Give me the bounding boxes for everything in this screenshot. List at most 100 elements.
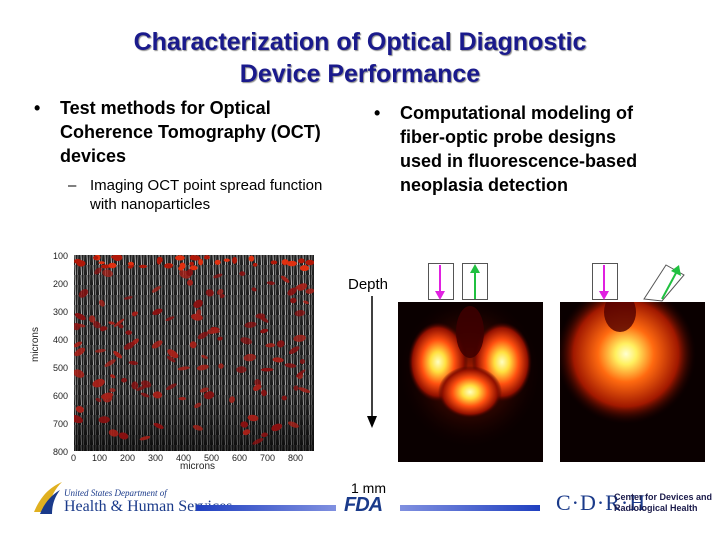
left-bullet-line-1: Test methods for Optical <box>60 98 271 118</box>
speckle-blob <box>280 275 290 283</box>
speckle-blob <box>179 262 186 270</box>
x-tick: 700 <box>260 453 276 463</box>
speckle-blob <box>203 391 215 400</box>
speckle-blob <box>218 363 224 369</box>
speckle-blob <box>199 387 209 393</box>
speckle-blob <box>288 346 300 355</box>
fluorescence-heatmap-2 <box>560 302 705 462</box>
speckle-blob <box>113 350 123 359</box>
speckle-blob <box>293 334 306 342</box>
speckle-blob <box>290 297 297 304</box>
speckle-blob <box>192 424 203 431</box>
speckle-blob <box>294 310 306 317</box>
speckle-blob <box>189 265 198 271</box>
x-tick: 100 <box>92 453 108 463</box>
speckle-blob <box>193 299 203 309</box>
speckle-blob <box>243 353 257 362</box>
speckle-blob <box>152 391 163 399</box>
speckle-blob <box>94 348 106 353</box>
speckle-blob <box>251 287 257 292</box>
left-bullet-line-2: Coherence Tomography (OCT) <box>60 122 321 142</box>
y-tick: 700 <box>52 419 68 429</box>
speckle-blob <box>94 267 102 275</box>
speckle-blob <box>178 397 187 401</box>
scale-bar-label: 1 mm <box>351 480 386 496</box>
speckle-blob <box>194 402 202 409</box>
speckle-blob <box>298 387 311 393</box>
speckle-blob <box>219 294 225 299</box>
speckle-blob <box>236 366 247 374</box>
speckle-blob <box>216 289 224 295</box>
y-tick: 300 <box>52 307 68 317</box>
speckle-blob <box>95 397 102 403</box>
speckle-blob <box>99 326 106 332</box>
speckle-blob <box>261 432 268 438</box>
fluorescence-heatmap-1 <box>398 302 543 462</box>
speckle-blob <box>100 392 114 400</box>
speckle-blob <box>177 366 190 371</box>
y-axis-label: microns <box>30 326 42 363</box>
slide-title: Characterization of Optical Diagnostic D… <box>0 26 720 90</box>
left-sub-line-2: with nanoparticles <box>90 196 211 213</box>
speckle-blob <box>217 336 223 341</box>
speckle-blob <box>286 260 297 267</box>
x-axis-label: microns <box>180 461 216 472</box>
speckle-blob <box>102 269 114 277</box>
speckle-blob <box>74 369 85 378</box>
speckle-blob <box>104 359 116 367</box>
speckle-blob <box>127 265 133 269</box>
speckle-blob <box>190 313 203 321</box>
speckle-blob <box>281 259 289 265</box>
speckle-blob <box>123 341 135 350</box>
speckle-blob <box>207 327 219 335</box>
speckle-blob <box>152 308 163 316</box>
speckle-blob <box>305 288 314 294</box>
speckle-blob <box>240 337 253 345</box>
hhs-line-2: Health & Human Services <box>64 498 233 515</box>
probe-design-2-icon <box>592 263 685 302</box>
speckle-blob <box>229 396 235 403</box>
sub-bullet-marker: – <box>68 177 77 194</box>
title-line-2: Device Performance <box>239 60 481 88</box>
x-tick: 300 <box>148 453 164 463</box>
speckle-blob <box>98 299 105 307</box>
y-tick: 800 <box>52 447 68 457</box>
hhs-logo-text: United States Department of Health & Hum… <box>64 488 232 516</box>
speckle-blob <box>165 316 175 322</box>
speckle-blob <box>196 364 209 371</box>
speckle-blob <box>121 377 128 383</box>
speckle-blob <box>118 324 124 329</box>
speckle-blob <box>223 258 230 262</box>
right-bullet-line-3: used in fluorescence-based <box>400 151 638 171</box>
speckle-blob <box>303 300 309 305</box>
speckle-blob <box>108 321 115 325</box>
speckle-blob <box>203 255 210 260</box>
speckle-blob <box>198 258 203 266</box>
left-bullet-line-3: devices <box>60 146 127 166</box>
speckle-blob <box>260 367 274 372</box>
speckle-blob <box>100 264 111 269</box>
speckle-blob <box>76 260 86 267</box>
x-tick: 0 <box>71 453 77 463</box>
cdrh-line-1: Center for Devices and <box>614 492 713 502</box>
speckle-blob <box>299 265 310 272</box>
speckle-blob <box>247 414 259 422</box>
speckle-blob <box>140 392 150 398</box>
y-tick: 100 <box>52 251 68 261</box>
hhs-eagle-logo-icon <box>34 482 62 514</box>
left-sub-line-1: Imaging OCT point spread function <box>90 177 323 194</box>
speckle-blob <box>186 269 194 277</box>
speckle-blob <box>284 363 297 368</box>
speckle-blob <box>242 429 251 436</box>
speckle-blob <box>299 358 305 365</box>
speckle-blob <box>272 357 284 363</box>
speckle-blob <box>201 354 208 359</box>
speckle-blob <box>109 388 116 393</box>
speckle-blob <box>298 258 305 264</box>
title-line-1: Characterization of Optical Diagnostic <box>133 28 587 56</box>
depth-label: Depth <box>348 276 389 293</box>
speckle-blob <box>92 378 105 388</box>
speckle-blob <box>175 255 185 261</box>
speckle-blob <box>113 318 125 327</box>
speckle-blob <box>127 261 134 266</box>
